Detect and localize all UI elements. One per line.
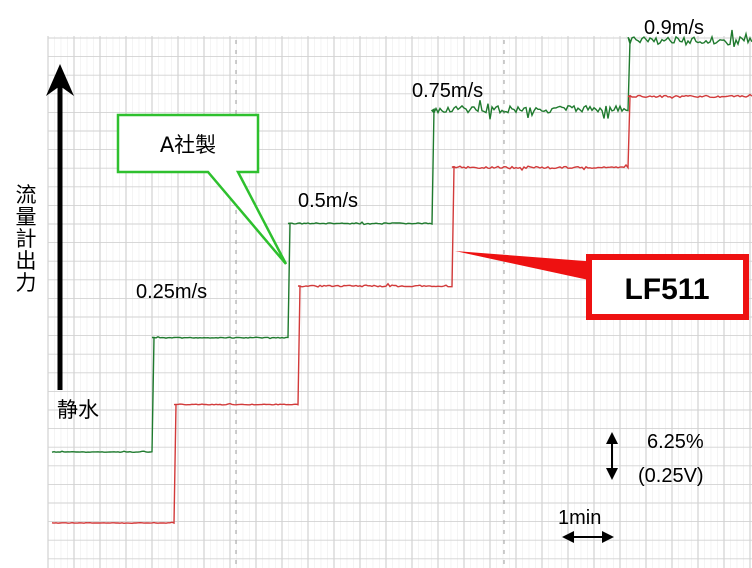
scale-volts: (0.25V) [638, 465, 704, 487]
step-label-0-25: 0.25m/s [136, 281, 207, 303]
chart-grid [47, 36, 752, 568]
step-label-0-5: 0.5m/s [298, 190, 358, 212]
arrow-down-small-icon [606, 468, 618, 480]
legend-callout-a: A社製 [116, 113, 288, 265]
legend-label-a: A社製 [160, 133, 216, 157]
series-line-lf511 [51, 93, 752, 525]
arrow-up-icon [46, 64, 74, 96]
series-line-a [51, 29, 752, 454]
y-axis-label: 流量計出力 [16, 183, 37, 295]
arrow-up-small-icon [606, 432, 618, 444]
arrow-left-icon [562, 531, 574, 543]
y-axis: 流量計出力 [16, 64, 74, 390]
time-annotation: 1min [558, 507, 614, 543]
time-label: 1min [558, 507, 601, 529]
callout-box-red [586, 254, 749, 320]
arrow-right-icon [602, 531, 614, 543]
step-label-0-75: 0.75m/s [412, 80, 483, 102]
step-label-0-9: 0.9m/s [644, 17, 704, 39]
scale-percent: 6.25% [647, 431, 704, 453]
scale-annotation: 6.25% (0.25V) [606, 431, 704, 487]
baseline-label: 静水 [57, 398, 99, 422]
legend-label-lf511: LF511 [624, 273, 709, 306]
callout-pointer-red [455, 251, 598, 282]
callout-box-green [116, 113, 288, 265]
legend-callout-lf511: LF511 [455, 251, 749, 320]
plot-area [51, 29, 752, 525]
